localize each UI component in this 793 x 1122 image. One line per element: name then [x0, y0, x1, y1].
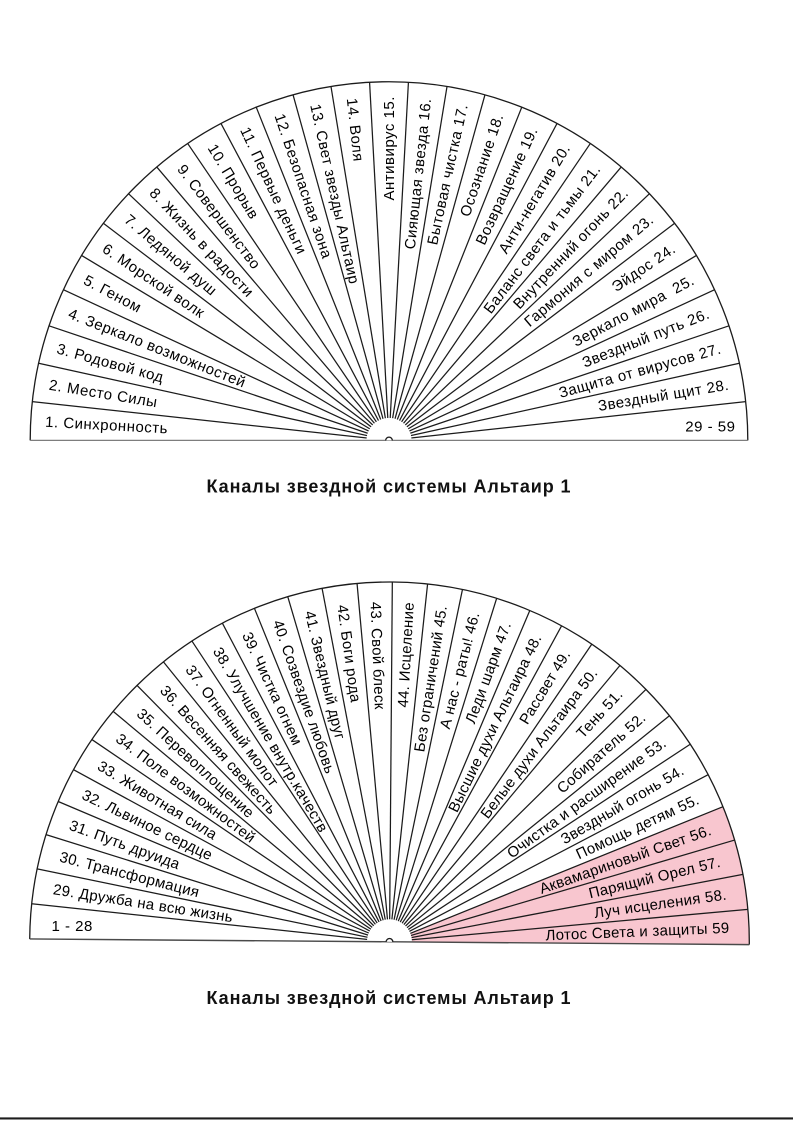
svg-text:2. Место Силы: 2. Место Силы — [48, 377, 159, 412]
svg-text:14. Воля: 14. Воля — [343, 97, 367, 162]
svg-text:Каналы звездной системы Альтаи: Каналы звездной системы Альтаир 1 — [207, 988, 572, 1008]
svg-text:1. Синхронность: 1. Синхронность — [45, 414, 169, 438]
svg-text:Антивирус 15.: Антивирус 15. — [381, 96, 398, 200]
svg-text:1 - 28: 1 - 28 — [52, 918, 93, 935]
svg-text:29 - 59: 29 - 59 — [685, 419, 735, 436]
svg-text:Каналы звездной системы Альтаи: Каналы звездной системы Альтаир 1 — [207, 477, 572, 497]
svg-text:44. Исцеление: 44. Исцеление — [395, 602, 418, 708]
svg-text:42. Боги рода: 42. Боги рода — [333, 604, 364, 704]
svg-text:43. Свой блеск: 43. Свой блеск — [366, 601, 387, 710]
